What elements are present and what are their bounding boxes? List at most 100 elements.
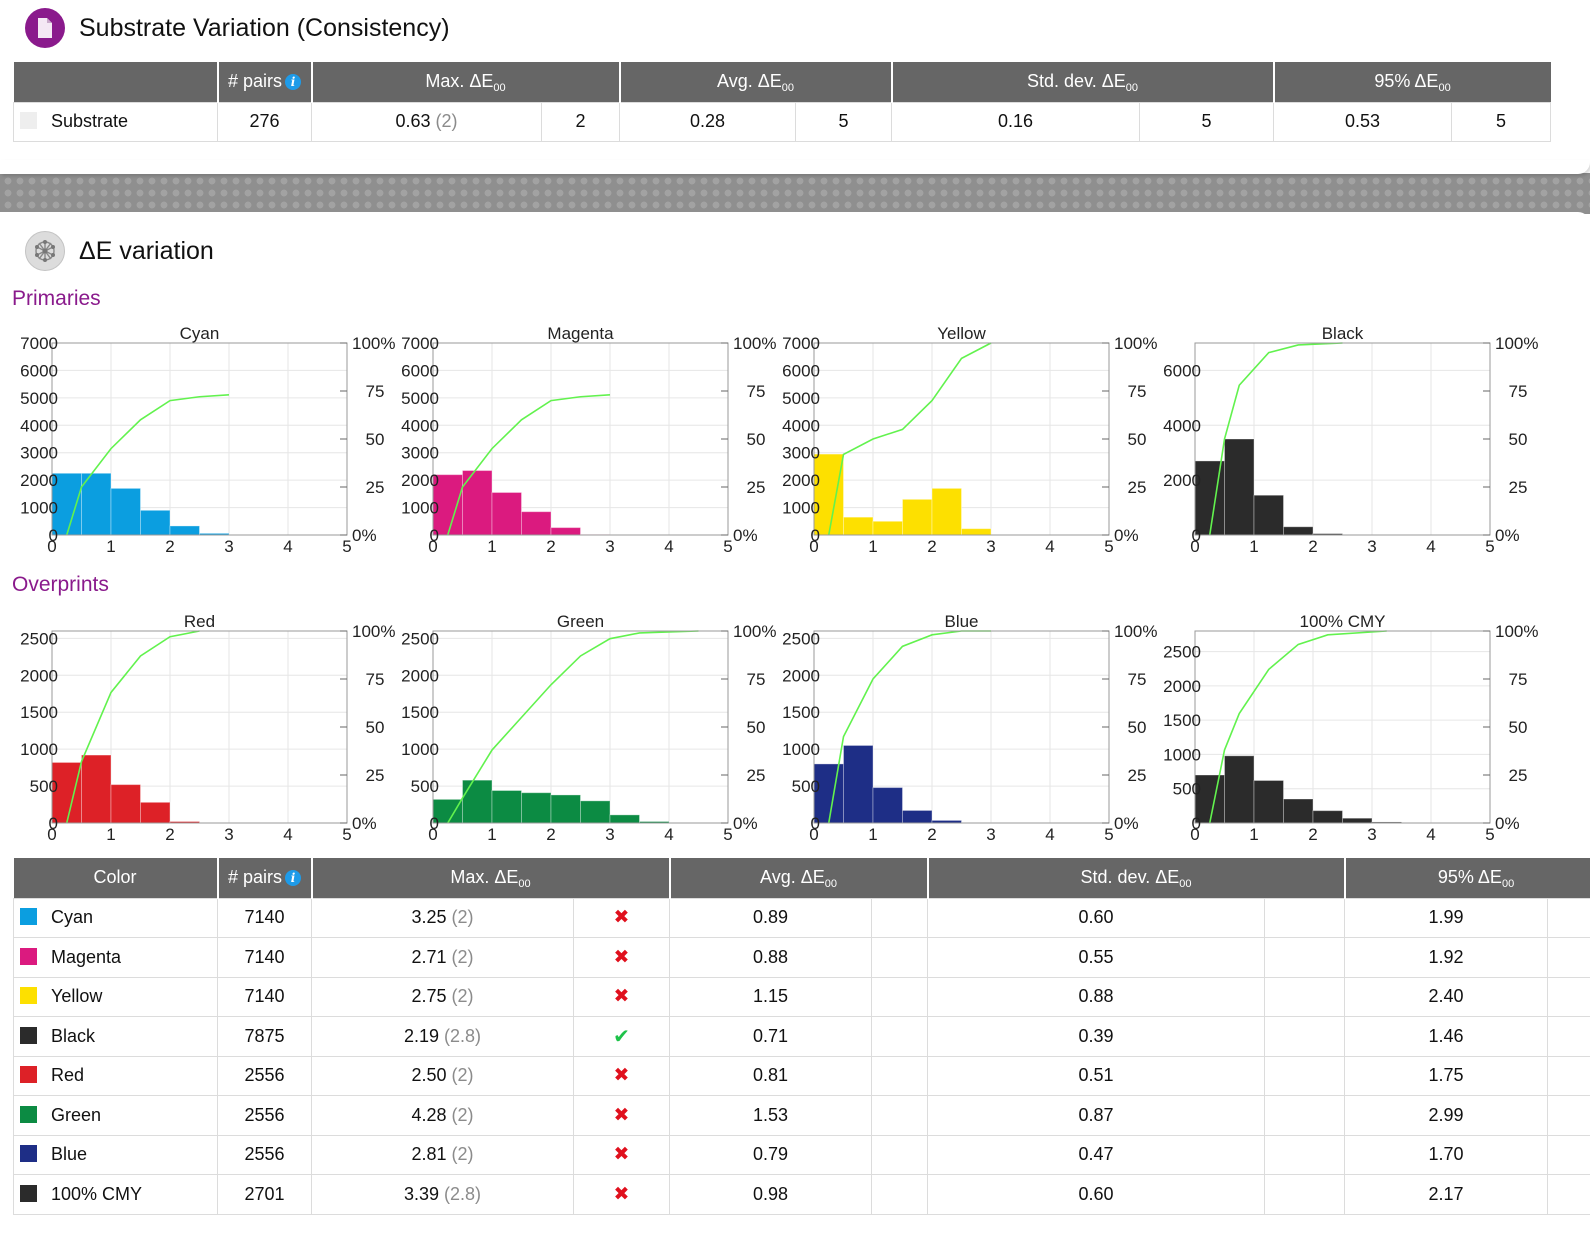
y-tick-label: 3000: [782, 444, 820, 463]
cell-std: 0.51: [928, 1056, 1265, 1096]
y-tick-label: 2500: [1163, 643, 1201, 662]
header-avg: Avg. ΔE00: [670, 858, 928, 898]
cell-p95: 1.99: [1345, 898, 1548, 938]
header-max: Max. ΔE00: [312, 62, 620, 102]
histogram-bar: [111, 488, 141, 535]
cell-max: 3.25 (2): [312, 898, 574, 938]
row-name: Black: [14, 1017, 218, 1057]
histogram-bar: [551, 528, 581, 535]
x-tick-label: 4: [283, 825, 292, 844]
info-icon[interactable]: i: [285, 74, 301, 90]
x-tick-label: 1: [487, 537, 496, 556]
cell-avg: 0.79: [670, 1135, 872, 1175]
x-tick-label: 2: [927, 537, 936, 556]
header-p95: 95% ΔE00: [1345, 858, 1590, 898]
y2-tick-label: 50: [1509, 718, 1528, 737]
row-name: Red: [14, 1056, 218, 1096]
x-tick-label: 3: [1367, 825, 1376, 844]
y-tick-label: 0: [1192, 526, 1201, 545]
y-tick-label: 2000: [20, 471, 58, 490]
histogram-bar: [844, 745, 874, 823]
overprints-label: Overprints: [12, 573, 109, 597]
fail-icon: ✖: [574, 1175, 670, 1215]
x-tick-label: 1: [868, 537, 877, 556]
cell-p95: 2.40: [1345, 977, 1548, 1017]
x-tick-label: 5: [342, 825, 351, 844]
histogram-bar: [962, 529, 992, 535]
document-icon: [25, 8, 65, 48]
y-tick-label: 0: [49, 526, 58, 545]
y-tick-label: 0: [1192, 814, 1201, 833]
y-tick-label: 0: [811, 526, 820, 545]
cell-avg-limit: [872, 1096, 928, 1136]
color-swatch: [20, 1145, 37, 1162]
x-tick-label: 2: [927, 825, 936, 844]
info-icon[interactable]: i: [285, 870, 301, 886]
y-tick-label: 0: [811, 814, 820, 833]
fail-icon: ✖: [574, 898, 670, 938]
y-tick-label: 1000: [1163, 745, 1201, 764]
y2-tick-label: 100%: [1495, 622, 1538, 641]
cell-p95: 1.46: [1345, 1017, 1548, 1057]
y-tick-label: 1000: [401, 740, 439, 759]
y2-tick-label: 0%: [1495, 814, 1520, 833]
cell-pairs: 2556: [218, 1056, 312, 1096]
chart-title: Magenta: [547, 324, 614, 343]
y-tick-label: 2000: [782, 666, 820, 685]
x-tick-label: 3: [986, 537, 995, 556]
y2-tick-label: 0%: [1495, 526, 1520, 545]
y2-tick-label: 50: [1509, 430, 1528, 449]
histogram-bar: [522, 512, 552, 535]
chart-title: Cyan: [180, 324, 220, 343]
histogram-bar: [1254, 495, 1284, 535]
chart-title: 100% CMY: [1300, 612, 1386, 631]
cell-p95-limit: [1548, 1017, 1590, 1057]
x-tick-label: 2: [546, 825, 555, 844]
x-tick-label: 1: [1249, 825, 1258, 844]
cell-max: 2.81 (2): [312, 1135, 574, 1175]
cell-avg: 0.89: [670, 898, 872, 938]
cell-avg-limit: [872, 1017, 928, 1057]
x-tick-label: 3: [224, 537, 233, 556]
y2-tick-label: 0%: [733, 814, 758, 833]
y-tick-label: 0: [430, 526, 439, 545]
y-tick-label: 2000: [401, 471, 439, 490]
cell-max: 2.50 (2): [312, 1056, 574, 1096]
substrate-section-header: Substrate Variation (Consistency): [25, 8, 450, 48]
x-tick-label: 5: [723, 825, 732, 844]
y2-tick-label: 25: [1509, 766, 1528, 785]
chart-title: Green: [557, 612, 604, 631]
cell-std: 0.88: [928, 977, 1265, 1017]
y-tick-label: 7000: [401, 334, 439, 353]
header-p95: 95% ΔE00: [1274, 62, 1551, 102]
header-max: Max. ΔE00: [312, 858, 670, 898]
x-tick-label: 1: [868, 825, 877, 844]
x-tick-label: 5: [1104, 825, 1113, 844]
header-pairs: # pairs i: [218, 858, 312, 898]
cell-max-limit: 2: [542, 102, 620, 142]
cell-avg: 0.71: [670, 1017, 872, 1057]
cell-avg: 0.98: [670, 1175, 872, 1215]
color-swatch: [20, 1106, 37, 1123]
y-tick-label: 7000: [782, 334, 820, 353]
x-tick-label: 2: [1308, 537, 1317, 556]
row-name: Blue: [14, 1135, 218, 1175]
y2-tick-label: 75: [1509, 670, 1528, 689]
cell-std-limit: 5: [1140, 102, 1274, 142]
y-tick-label: 6000: [20, 361, 58, 380]
histogram-bar: [82, 755, 112, 823]
header-std: Std. dev. ΔE00: [892, 62, 1274, 102]
histogram-chart-yellow: Yellow0 1 2 3 4 50100020003000400050006000700…: [762, 318, 1158, 568]
substrate-table: # pairs i Max. ΔE00 Avg. ΔE00 Std. dev. Δ…: [13, 62, 1551, 142]
x-tick-label: 1: [487, 825, 496, 844]
header-blank: [14, 62, 218, 102]
histogram-bar: [141, 510, 171, 535]
y-tick-label: 3000: [20, 444, 58, 463]
table-row: Black 7875 2.19 (2.8) ✔ 0.71 0.39 1.46: [14, 1017, 1590, 1057]
cell-p95-limit: [1548, 1096, 1590, 1136]
chart-title: Red: [184, 612, 215, 631]
histogram-chart-magenta: Magenta0 1 2 3 4 5010002000300040005000600070…: [381, 318, 777, 568]
x-tick-label: 2: [165, 825, 174, 844]
color-swatch: [20, 1066, 37, 1083]
y-tick-label: 2000: [401, 666, 439, 685]
